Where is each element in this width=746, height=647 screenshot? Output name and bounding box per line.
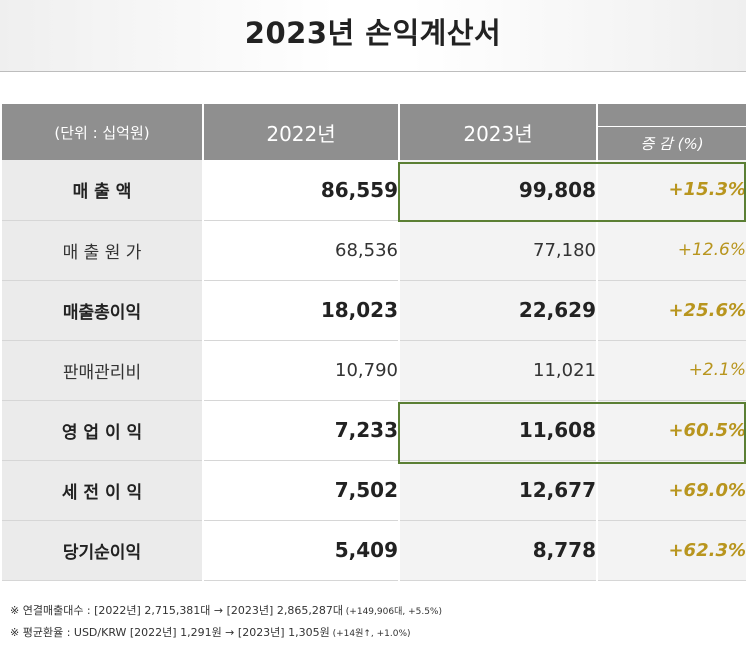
value-2023: 11,608 (399, 400, 598, 461)
table-row: 당기순이익 5,409 8,778 +62.3% (2, 520, 746, 581)
footnotes: ※ 연결매출대수 : [2022년] 2,715,381대 → [2023년] … (10, 603, 442, 647)
change-value: +69.0% (597, 460, 746, 521)
value-2022: 18,023 (203, 280, 400, 341)
value-2023: 77,180 (399, 220, 598, 281)
title-divider (0, 71, 746, 72)
table-row: 매 출 원 가 68,536 77,180 +12.6% (2, 220, 746, 281)
value-2022: 10,790 (203, 340, 400, 401)
value-2022: 5,409 (203, 520, 400, 581)
row-label: 세 전 이 익 (2, 460, 204, 521)
col-header-2023: 2023년 (399, 104, 598, 160)
footnote-text: ※ 연결매출대수 : [2022년] 2,715,381대 → [2023년] … (10, 604, 343, 617)
value-2022: 86,559 (203, 160, 400, 221)
table-row: 세 전 이 익 7,502 12,677 +69.0% (2, 460, 746, 521)
change-header-top (597, 104, 746, 127)
footnote-text: ※ 평균환율 : USD/KRW [2022년] 1,291원 → [2023년… (10, 626, 330, 639)
change-value: +25.6% (597, 280, 746, 341)
change-value: +62.3% (597, 520, 746, 581)
row-label: 매출총이익 (2, 280, 204, 341)
title-background (0, 0, 746, 72)
row-label: 영 업 이 익 (2, 400, 204, 461)
value-2022: 7,502 (203, 460, 400, 521)
footnote-sales-units: ※ 연결매출대수 : [2022년] 2,715,381대 → [2023년] … (10, 603, 442, 625)
page-title: 2023년 손익계산서 (244, 16, 502, 50)
value-2022: 7,233 (203, 400, 400, 461)
row-label: 당기순이익 (2, 520, 204, 581)
table-row: 판매관리비 10,790 11,021 +2.1% (2, 340, 746, 401)
table-row: 영 업 이 익 7,233 11,608 +60.5% (2, 400, 746, 461)
value-2023: 11,021 (399, 340, 598, 401)
row-label: 매 출 액 (2, 160, 204, 221)
change-value: +15.3% (597, 160, 746, 221)
change-value: +60.5% (597, 400, 746, 461)
value-2022: 68,536 (203, 220, 400, 281)
footnote-exchange-rate: ※ 평균환율 : USD/KRW [2022년] 1,291원 → [2023년… (10, 625, 442, 647)
change-value: +12.6% (597, 220, 746, 281)
col-header-change: 증 감 (%) (597, 126, 746, 160)
table-row: 매출총이익 18,023 22,629 +25.6% (2, 280, 746, 341)
footnote-detail: (+14원↑, +1.0%) (329, 629, 411, 639)
footnote-detail: (+149,906대, +5.5%) (342, 607, 442, 617)
col-header-2022: 2022년 (203, 104, 400, 160)
value-2023: 8,778 (399, 520, 598, 581)
value-2023: 12,677 (399, 460, 598, 521)
change-value: +2.1% (597, 340, 746, 401)
income-statement-table: (단위 : 십억원) 2022년 2023년 증 감 (%) 매 출 액 86,… (2, 104, 746, 581)
table-row: 매 출 액 86,559 99,808 +15.3% (2, 160, 746, 221)
unit-header: (단위 : 십억원) (2, 104, 204, 160)
row-label: 매 출 원 가 (2, 220, 204, 281)
value-2023: 22,629 (399, 280, 598, 341)
row-label: 판매관리비 (2, 340, 204, 401)
value-2023: 99,808 (399, 160, 598, 221)
